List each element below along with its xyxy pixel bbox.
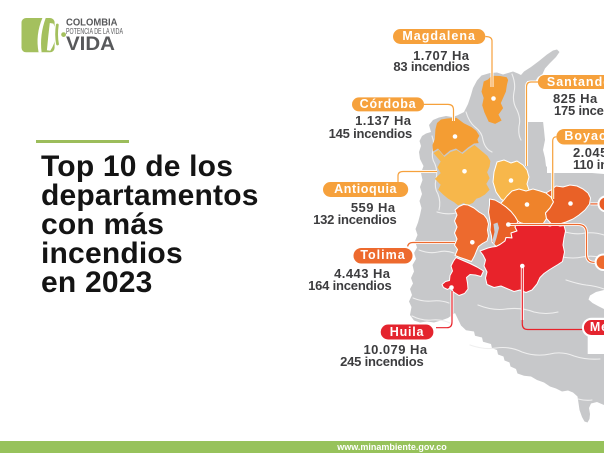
svg-text:POTENCIA DE LA VIDA: POTENCIA DE LA VIDA	[66, 27, 123, 36]
svg-text:COLOMBIA: COLOMBIA	[66, 17, 118, 28]
svg-text:VIDA: VIDA	[66, 33, 115, 55]
